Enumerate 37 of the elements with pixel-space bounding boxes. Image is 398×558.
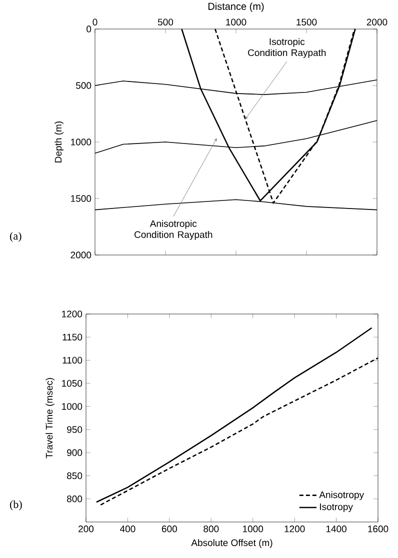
x-tick-label: 400 (120, 526, 136, 532)
y-tick-label: 1200 (62, 310, 82, 318)
x-tick-label: 500 (158, 18, 174, 26)
y-tick-label: 1000 (62, 403, 82, 410)
annotation: Anisotropic Condition Raypath (134, 220, 212, 240)
x-axis-title: Distance (m) (208, 2, 264, 12)
y-tick-label: 900 (67, 449, 82, 456)
y-tick-label: 1150 (62, 334, 82, 340)
annotation: Isotropic Condition Raypath (248, 38, 326, 58)
y-tick-label: 1500 (71, 195, 92, 202)
x-tick-label: 600 (162, 526, 177, 532)
x-tick-label: 1600 (368, 526, 388, 532)
legend-label: Isotropy (320, 504, 353, 512)
legend-label: Anisotropy (319, 491, 364, 500)
y-axis-title: Depth (m) (54, 121, 64, 162)
y-tick-label: 1000 (71, 138, 92, 146)
x-tick-label: 1000 (243, 526, 264, 532)
x-tick-label: 1200 (284, 526, 305, 532)
y-tick-label: 0 (86, 26, 92, 32)
y-tick-label: 800 (67, 496, 82, 502)
x-tick-label: 200 (78, 526, 94, 532)
y-tick-label: 2000 (70, 252, 92, 258)
text: (b) (10, 500, 22, 510)
text: (a) (10, 232, 22, 242)
x-tick-label: 1000 (226, 18, 246, 26)
y-tick-label: 1050 (62, 380, 82, 387)
x-axis-title: Absolute Offset (m) (191, 539, 272, 548)
x-tick-label: 2000 (366, 18, 388, 26)
x-tick-label: 1500 (296, 18, 317, 26)
y-axis-title: Travel Time (msec) (46, 378, 54, 458)
x-tick-label: 0 (92, 18, 98, 26)
y-tick-label: 850 (67, 472, 82, 480)
x-tick-label: 1400 (326, 526, 346, 532)
y-tick-label: 500 (76, 82, 92, 89)
y-tick-label: 1100 (62, 356, 82, 364)
x-tick-label: 800 (204, 526, 219, 532)
y-tick-label: 950 (67, 426, 82, 433)
